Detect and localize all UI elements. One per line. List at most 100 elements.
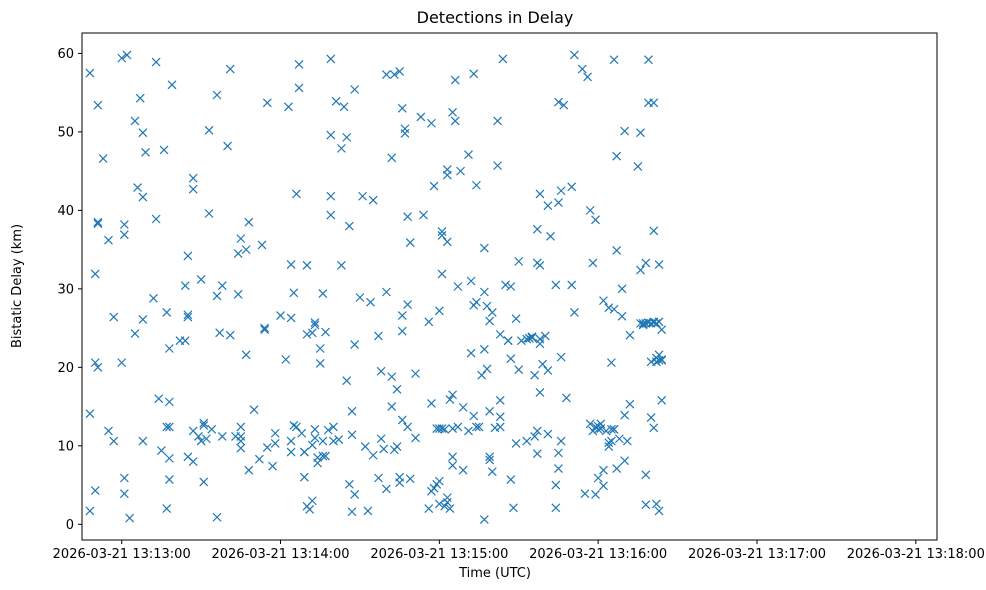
data-point xyxy=(606,424,616,434)
data-point xyxy=(397,311,407,320)
y-tick-label: 0 xyxy=(66,518,74,533)
data-point xyxy=(183,251,193,261)
data-point xyxy=(543,429,553,439)
data-point xyxy=(657,395,667,405)
data-point xyxy=(620,410,630,420)
data-point xyxy=(554,198,563,207)
data-point xyxy=(305,504,315,514)
data-point xyxy=(236,436,246,446)
data-point xyxy=(397,326,407,336)
data-point xyxy=(358,191,368,201)
data-point xyxy=(249,405,259,415)
data-point xyxy=(612,245,622,255)
data-point xyxy=(225,330,235,340)
data-point xyxy=(201,434,211,444)
data-point xyxy=(90,269,100,279)
data-point xyxy=(241,245,251,255)
data-point xyxy=(366,297,375,307)
data-point xyxy=(657,355,667,364)
data-point xyxy=(654,506,664,516)
data-point xyxy=(654,317,664,327)
data-point xyxy=(612,151,622,161)
data-point xyxy=(620,126,630,136)
data-point xyxy=(411,369,420,379)
data-point xyxy=(434,306,444,316)
data-point xyxy=(387,372,397,382)
data-point xyxy=(400,124,410,134)
data-point xyxy=(104,235,113,245)
data-point xyxy=(596,419,606,429)
data-point xyxy=(151,214,161,224)
data-point xyxy=(286,313,296,323)
data-point xyxy=(593,424,603,434)
data-point xyxy=(284,102,293,112)
data-point xyxy=(405,238,415,247)
data-point xyxy=(336,143,346,153)
data-point xyxy=(448,424,458,433)
data-point xyxy=(429,483,439,493)
data-point xyxy=(342,376,352,386)
data-point xyxy=(551,480,561,490)
data-point xyxy=(530,431,540,441)
data-point xyxy=(326,191,336,201)
data-point xyxy=(318,436,328,446)
data-point xyxy=(442,497,452,507)
data-point xyxy=(321,327,330,337)
data-point xyxy=(98,154,108,163)
data-point xyxy=(90,358,100,368)
data-point xyxy=(485,316,495,326)
data-point xyxy=(119,473,129,483)
data-point xyxy=(374,331,383,341)
data-point xyxy=(403,422,413,432)
data-point xyxy=(395,67,405,76)
y-axis: 0 10 20 30 40 50 60 xyxy=(57,47,82,533)
data-point xyxy=(212,291,222,301)
data-point xyxy=(257,240,267,250)
data-point xyxy=(389,70,399,80)
data-point xyxy=(567,182,577,192)
data-point xyxy=(546,231,555,241)
data-point xyxy=(561,393,571,403)
data-point xyxy=(585,205,595,215)
x-axis-label: Time (UTC) xyxy=(458,566,531,581)
data-point xyxy=(347,507,357,517)
data-point xyxy=(395,478,405,488)
data-point xyxy=(302,260,312,270)
data-point xyxy=(241,350,251,360)
data-point xyxy=(130,329,140,339)
data-point xyxy=(164,475,174,484)
data-point xyxy=(291,422,301,432)
data-point xyxy=(538,359,548,369)
data-point xyxy=(188,457,198,466)
data-point xyxy=(321,451,330,461)
data-point xyxy=(464,150,473,160)
data-point xyxy=(477,370,487,380)
data-point xyxy=(641,500,651,510)
data-point xyxy=(329,422,338,432)
data-point xyxy=(289,420,299,430)
data-point xyxy=(644,55,653,65)
data-point xyxy=(138,315,148,324)
data-point xyxy=(381,70,391,80)
data-point xyxy=(514,365,524,375)
x-tick-label: 2026-03-21 13:13:00 xyxy=(53,547,191,562)
data-point xyxy=(609,424,619,434)
data-point xyxy=(511,439,521,448)
data-point xyxy=(654,355,664,365)
data-point xyxy=(387,402,397,412)
data-point xyxy=(411,433,420,443)
data-point xyxy=(493,116,503,126)
data-point xyxy=(450,116,460,126)
y-tick-label: 30 xyxy=(57,282,74,297)
data-point xyxy=(276,311,285,320)
x-axis: 2026-03-21 13:13:00 2026-03-21 13:14:00 20… xyxy=(53,540,985,562)
data-point xyxy=(331,96,341,106)
data-point xyxy=(313,458,323,468)
data-point xyxy=(326,54,336,64)
data-point xyxy=(199,477,209,487)
data-point xyxy=(609,55,619,65)
data-point xyxy=(501,280,510,290)
data-point xyxy=(286,436,296,446)
data-point xyxy=(469,69,479,79)
x-tick-label: 2026-03-21 13:14:00 xyxy=(211,547,349,562)
